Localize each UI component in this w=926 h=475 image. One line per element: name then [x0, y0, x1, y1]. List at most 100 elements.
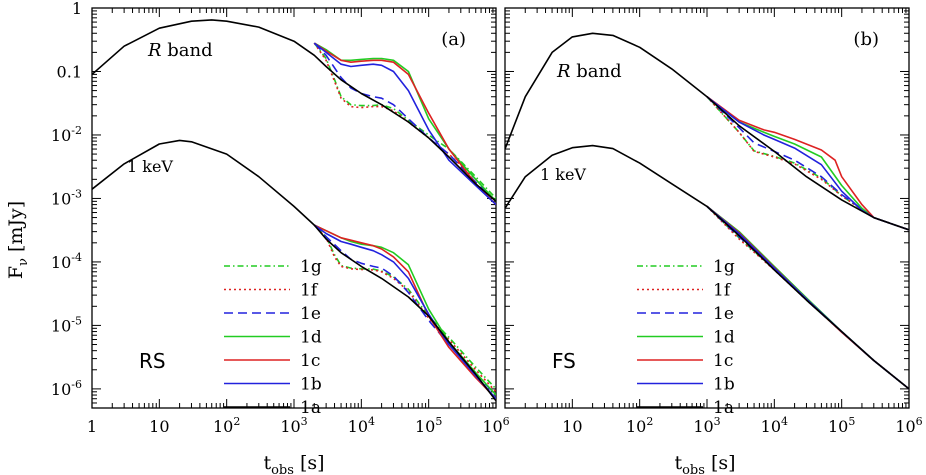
series-1f-r-line — [706, 96, 909, 231]
x-tick-base: 10 — [626, 417, 646, 436]
x-tick-base: 10 — [693, 417, 713, 436]
xray-band-label: 1 keV — [540, 165, 586, 184]
series-1b-r-line — [313, 42, 496, 206]
x-tick-label: 106 — [895, 415, 922, 436]
x-tick-label: 104 — [761, 415, 788, 436]
series-1d-r-line — [706, 96, 909, 231]
y-tick-base: 1 — [72, 0, 82, 18]
legend-label-1c: 1c — [300, 351, 320, 371]
legend-label-1a: 1a — [713, 398, 734, 418]
x-tick-label: 10 — [149, 417, 169, 436]
x-tick-label: 104 — [348, 415, 375, 436]
series-1g-r-line — [706, 96, 909, 231]
y-tick-base: 10 — [51, 189, 71, 208]
r-band-label-text: band — [571, 61, 622, 82]
r-band-label-italic: R — [147, 40, 162, 61]
legend-label-1e: 1e — [713, 304, 734, 324]
x-tick-base: 10 — [482, 417, 502, 436]
y-tick-exp: -5 — [71, 314, 82, 327]
y-tick-exp: -4 — [71, 251, 82, 264]
legend-label-1f: 1f — [713, 281, 732, 301]
x-axis-label-a: tobs [s] — [263, 452, 324, 475]
y-tick-label: 10-6 — [51, 378, 82, 399]
x-tick-exp: 3 — [301, 415, 308, 428]
x-axis-label-unit: [s] — [711, 452, 736, 474]
x-tick-label: 102 — [626, 415, 653, 436]
panel-a: 1 10 102 103 104 105 10610.110-210-310-410-510… — [51, 0, 510, 436]
x-tick-base: 10 — [828, 417, 848, 436]
axis-ticks — [91, 8, 496, 409]
legend-label-1b: 1b — [713, 375, 735, 395]
x-tick-exp: 5 — [435, 415, 442, 428]
series-1a-r-line — [505, 32, 909, 231]
x-tick-exp: 3 — [714, 415, 721, 428]
panel-label: (a) — [441, 29, 466, 50]
y-tick-label: 10-5 — [51, 314, 82, 335]
x-tick-base: 1 — [87, 417, 97, 436]
panel-label: (b) — [853, 29, 879, 50]
series-1f-x-line — [313, 224, 496, 393]
x-axis-label-main: t — [263, 452, 271, 474]
x-tick-label: 103 — [693, 415, 720, 436]
x-tick-base: 10 — [348, 417, 368, 436]
x-tick-base: 10 — [280, 417, 300, 436]
y-axis-label-main: F — [5, 266, 27, 279]
legend-label-1d: 1d — [713, 328, 735, 348]
series-1c-x-line — [313, 224, 496, 400]
y-tick-base: 10 — [51, 253, 71, 272]
x-tick-base: 10 — [415, 417, 435, 436]
x-axis-label-sub: obs — [682, 463, 705, 475]
x-tick-exp: 4 — [368, 415, 375, 428]
corner-label: FS — [552, 349, 576, 373]
x-tick-base: 10 — [761, 417, 781, 436]
x-tick-label: 1 — [87, 417, 97, 436]
x-tick-label: 105 — [828, 415, 855, 436]
series-1c-r-line — [706, 96, 909, 231]
y-axis-label: Fν [mJy] — [5, 201, 31, 279]
series-1g-r-line — [313, 42, 496, 199]
x-tick-exp: 4 — [781, 415, 788, 428]
y-tick-exp: -3 — [71, 187, 82, 200]
x-tick-exp: 2 — [646, 415, 653, 428]
legend-label-1f: 1f — [300, 281, 319, 301]
y-tick-base: 10 — [51, 126, 71, 145]
series-1b-x-line — [313, 224, 496, 400]
x-tick-base: 10 — [149, 417, 169, 436]
x-tick-base: 10 — [562, 417, 582, 436]
y-tick-base: 10 — [51, 316, 71, 335]
x-axis-label-b: tobs [s] — [674, 452, 735, 475]
r-band-label: R band — [556, 61, 622, 82]
legend-label-1a: 1a — [300, 398, 321, 418]
legend-label-1g: 1g — [713, 257, 735, 277]
legend-label-1b: 1b — [300, 375, 322, 395]
y-axis-label-unit: [mJy] — [5, 201, 27, 252]
legend-label-1c: 1c — [713, 351, 733, 371]
series-1b-r-line — [706, 96, 909, 231]
axis-ticks — [504, 8, 909, 409]
series-1c-r-line — [313, 42, 496, 206]
x-tick-exp: 2 — [233, 415, 240, 428]
series-lines — [92, 19, 496, 402]
x-tick-base: 10 — [895, 417, 915, 436]
series-1f-r-line — [313, 42, 496, 202]
svg-text:Fν [mJy]: Fν [mJy] — [5, 201, 31, 279]
series-1a-x-line — [505, 144, 909, 390]
legend-label-1e: 1e — [300, 304, 321, 324]
legend: 1g 1f 1e 1d 1c 1b 1a — [637, 257, 735, 418]
y-tick-exp: -6 — [71, 378, 82, 391]
legend-label-1g: 1g — [300, 257, 322, 277]
y-tick-label: 1 — [72, 0, 82, 18]
y-tick-base: 0.1 — [57, 62, 82, 81]
legend-label-1d: 1d — [300, 328, 322, 348]
x-tick-exp: 6 — [916, 415, 923, 428]
x-tick-label: 103 — [280, 415, 307, 436]
y-tick-label: 10-4 — [51, 251, 82, 272]
series-1a-r-line — [92, 19, 496, 202]
x-axis-label-unit: [s] — [300, 452, 325, 474]
legend: 1g 1f 1e 1d 1c 1b 1a — [224, 257, 322, 418]
x-tick-label: 10 — [562, 417, 582, 436]
r-band-label-italic: R — [556, 61, 571, 82]
y-tick-label: 10-2 — [51, 124, 82, 145]
y-tick-label: 10-3 — [51, 187, 82, 208]
